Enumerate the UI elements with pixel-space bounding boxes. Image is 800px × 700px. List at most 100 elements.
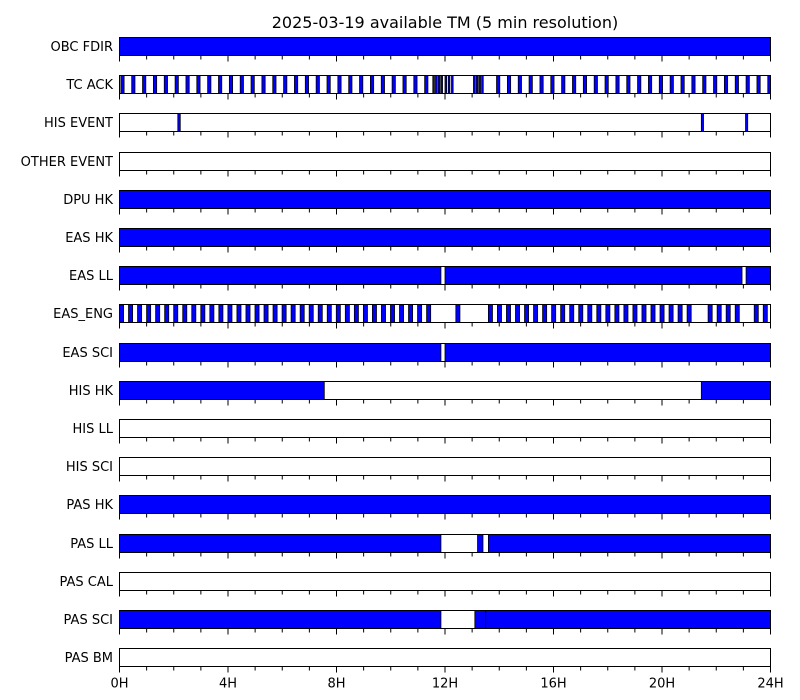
row-eas-eng-segment-47 [587,304,593,323]
row-tc-ack-segment-56 [669,75,674,94]
row-his-event-segment-1 [700,113,704,132]
row-eas-eng-segment-63 [753,304,759,323]
x-axis: 0H 4H 8H 12H 16H 20H 24H [110,677,783,692]
row-tc-ack-segment-20 [337,75,342,94]
row-tc-ack-segment-14 [272,75,277,94]
row-tc-ack-segment-11 [239,75,244,94]
row-tc-ack-segment-4 [163,75,168,94]
row-tc-ack-segment-1 [131,75,136,94]
row-eas-ll-label: EAS LL [69,269,114,284]
row-eas-eng-segment-38 [506,304,511,323]
row-his-sci-label: HIS SCI [66,460,113,475]
row-tc-ack-segment-23 [370,75,375,94]
row-pas-cal: PAS CAL [60,572,771,597]
row-tc-ack-segment-25 [391,75,396,94]
row-eas-eng-segment-12 [227,304,233,323]
row-tc-ack-segment-57 [680,75,685,94]
row-tc-ack-segment-9 [218,75,223,94]
row-his-sci-background [119,457,771,476]
row-eas-eng-segment-25 [344,304,350,323]
row-pas-sci: PAS SCI [64,610,771,635]
row-eas-ll-segment-0 [119,266,442,285]
row-his-event-label: HIS EVENT [44,116,113,131]
row-pas-sci-segment-2 [485,610,771,629]
row-eas-eng-segment-16 [263,304,269,323]
row-eas-eng-segment-56 [668,304,674,323]
x-tick-label-12: 12H [432,677,458,692]
row-tc-ack-segment-24 [380,75,385,94]
row-tc-ack-segment-59 [702,75,707,94]
row-pas-sci-segment-0 [119,610,442,629]
row-eas-eng-segment-3 [146,304,152,323]
row-tc-ack-segment-33 [444,75,448,94]
row-other-event-label: OTHER EVENT [21,155,113,170]
row-tc-ack-segment-52 [626,75,631,94]
row-tc-ack-segment-16 [294,75,299,94]
row-eas-eng-segment-30 [390,304,395,323]
row-eas-eng-segment-34 [426,304,432,323]
row-eas-eng-segment-61 [725,304,731,323]
row-eas-hk-segment-0 [119,228,771,247]
row-eas-eng-segment-2 [137,304,143,323]
row-his-event-segment-0 [177,113,181,132]
row-eas-eng-segment-64 [762,304,768,323]
row-tc-ack-segment-2 [142,75,147,94]
row-eas-eng-segment-22 [317,304,323,323]
row-dpu-hk-label: DPU HK [63,193,113,208]
row-eas-eng-segment-40 [524,304,529,323]
row-tc-ack-segment-40 [496,75,501,94]
row-eas-eng-segment-18 [281,304,287,323]
row-pas-hk-segment-0 [119,495,771,514]
row-eas-hk-label: EAS HK [65,231,113,246]
row-other-event-background [119,152,771,171]
row-eas-hk: EAS HK [65,228,771,253]
row-his-sci: HIS SCI [66,457,771,482]
row-eas-eng: EAS_ENG [53,304,771,329]
row-his-ll-label: HIS LL [73,422,114,437]
row-tc-ack-segment-35 [451,75,454,94]
row-pas-ll-label: PAS LL [70,537,114,552]
row-eas-eng-segment-10 [209,304,215,323]
row-tc-ack-segment-60 [713,75,718,94]
row-his-event-segment-2 [745,113,749,132]
row-his-event: HIS EVENT [44,113,771,138]
row-pas-bm-background [119,648,771,667]
row-eas-eng-segment-13 [236,304,242,323]
row-pas-ll-segment-1 [477,534,484,553]
row-tc-ack-segment-48 [582,75,587,94]
row-pas-hk-label: PAS HK [66,498,113,513]
row-eas-sci-label: EAS SCI [62,346,113,361]
timeline-rows: OBC FDIR TC ACK HIS EVENT OTHER EVENT DPU HK… [21,37,771,673]
row-eas-eng-segment-26 [353,304,359,323]
row-other-event: OTHER EVENT [21,152,771,177]
row-tc-ack-segment-22 [359,75,364,94]
row-tc-ack-segment-30 [435,75,438,94]
row-tc-ack-segment-62 [734,75,739,94]
row-tc-ack-segment-39 [481,75,484,94]
row-tc-ack-segment-32 [440,75,443,94]
row-eas-ll: EAS LL [69,266,771,291]
row-eas-eng-segment-49 [605,304,611,323]
row-tc-ack-segment-51 [615,75,620,94]
row-tc-ack-segment-31 [437,75,441,94]
row-tc-ack-segment-53 [637,75,642,94]
row-his-hk-label: HIS HK [69,384,114,399]
row-eas-eng-segment-59 [707,304,713,323]
row-eas-eng-segment-4 [155,304,161,323]
row-eas-eng-segment-28 [372,304,377,323]
row-tc-ack-segment-8 [207,75,212,94]
row-tc-ack-segment-27 [413,75,418,94]
row-obc-fdir-segment-0 [119,37,771,56]
row-pas-bm: PAS BM [65,648,771,673]
row-eas-eng-segment-9 [200,304,206,323]
x-tick-label-24: 24H [757,677,783,692]
row-obc-fdir: OBC FDIR [51,37,771,62]
row-eas-sci-segment-1 [444,343,771,362]
row-eas-eng-segment-5 [164,304,170,323]
row-tc-ack-segment-61 [723,75,729,94]
row-eas-eng-segment-58 [686,304,692,323]
row-eas-eng-segment-52 [632,304,638,323]
x-tick-label-0: 0H [110,677,128,692]
row-eas-eng-segment-32 [408,304,414,323]
